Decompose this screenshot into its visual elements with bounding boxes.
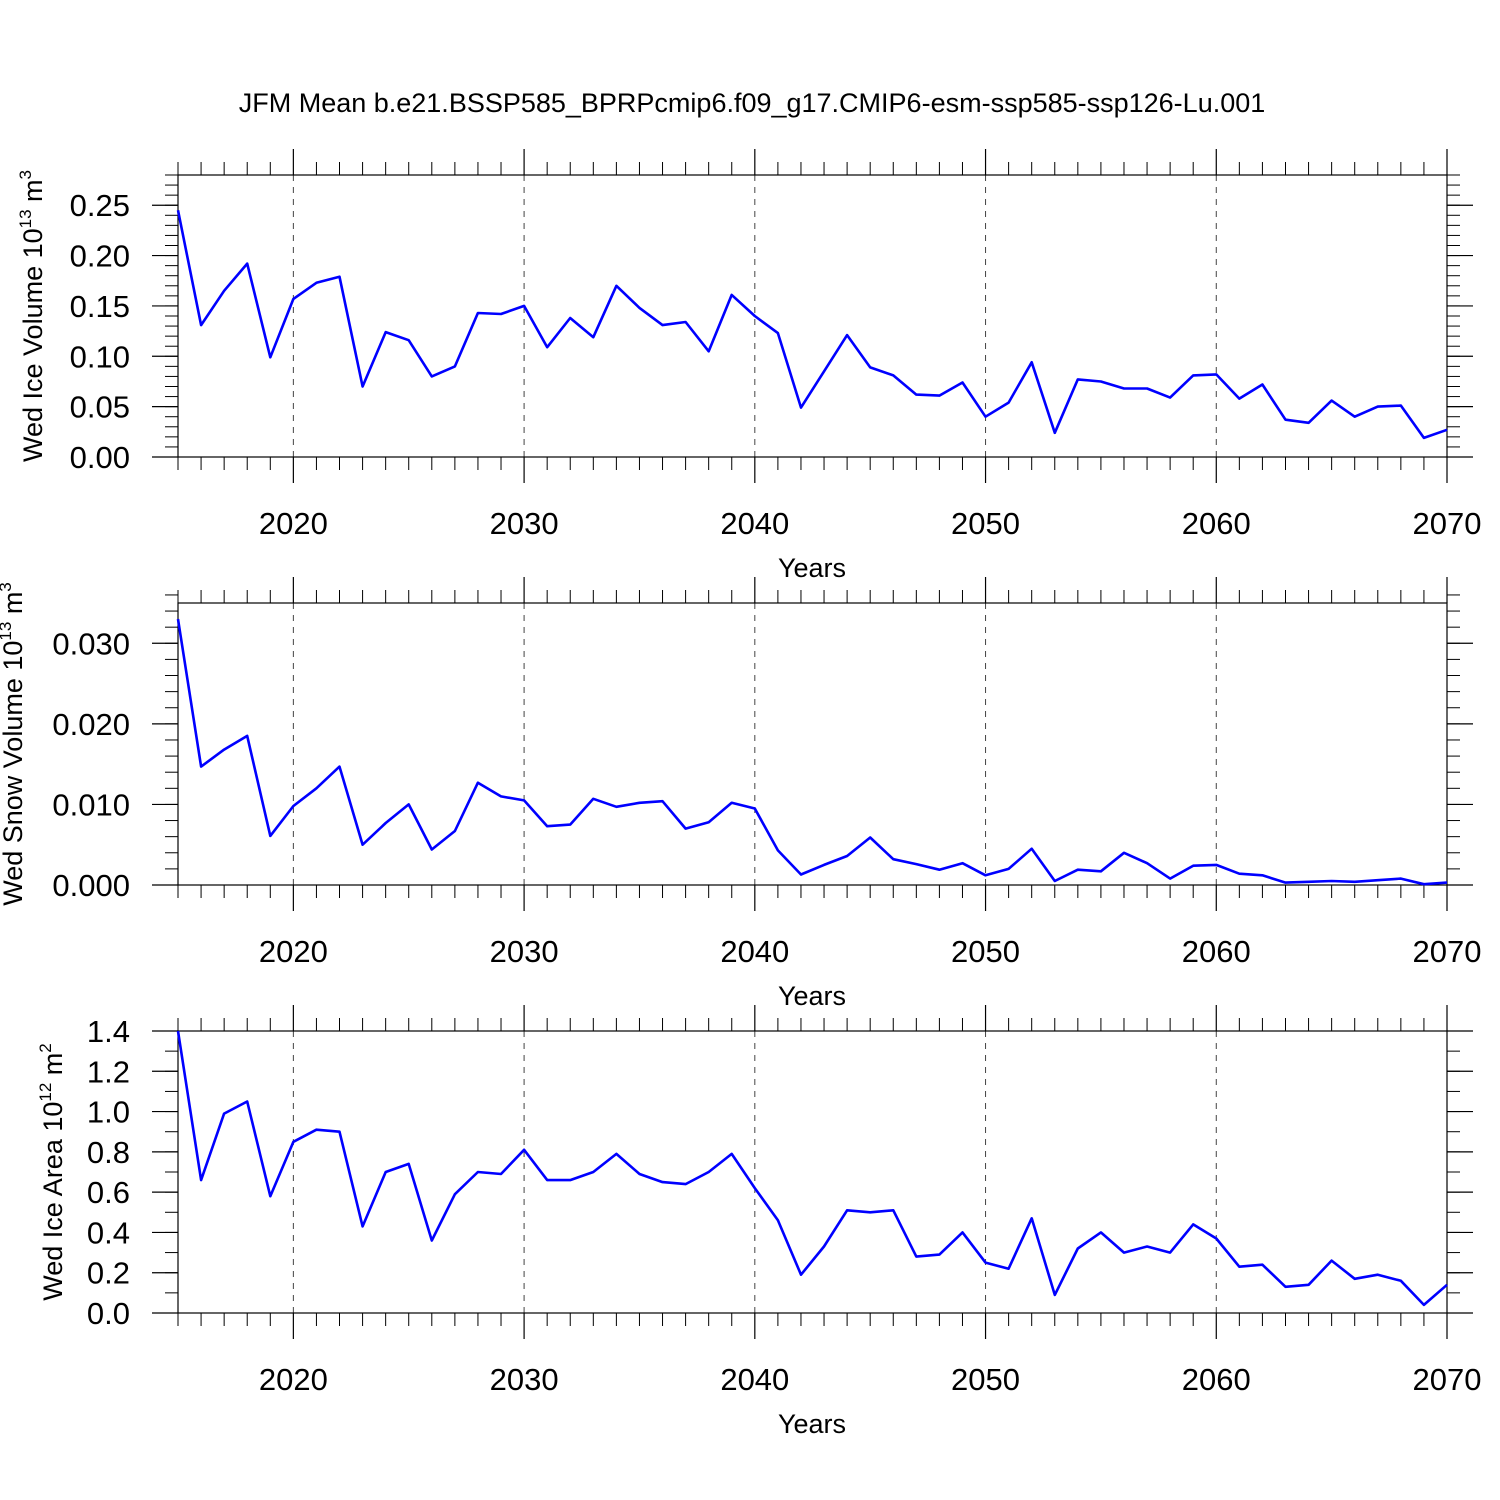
- snow-volume-y-label-exponent: 13: [0, 622, 15, 641]
- ice-volume-x-tick-label-2030: 2030: [490, 506, 559, 541]
- ice-area-y-label-exponent: 12: [36, 1083, 55, 1102]
- ice-area-x-tick-label-2070: 2070: [1413, 1362, 1482, 1397]
- ice-area-y-label-main: Wed Ice Area 10: [38, 1102, 68, 1301]
- ice-area-x-tick-label-2030: 2030: [490, 1362, 559, 1397]
- ice-volume-y-label-exponent: 13: [16, 209, 35, 228]
- ice-volume-y-axis-label: Wed Ice Volume 1013 m3: [16, 170, 48, 462]
- ice-area-y-tick-label-1.0: 1.0: [87, 1095, 130, 1130]
- snow-volume-x-axis-label: Years: [778, 981, 846, 1011]
- panel-snow-volume: 0.000 0.010 0.020 0.030 2020 2030 2040 2050 2060…: [0, 577, 1481, 1011]
- snow-volume-chart-layer: 0.000 0.010 0.020 0.030 2020 2030 2040 2050 2060…: [52, 577, 1481, 969]
- snow-volume-x-tick-label-2050: 2050: [951, 934, 1020, 969]
- panel-ice-volume: 0.00 0.05 0.10 0.15 0.20 0.25 2020 2030 2040 2050…: [16, 149, 1481, 583]
- snow-volume-y-tick-label-0.010: 0.010: [52, 787, 130, 822]
- ice-volume-y-tick-label-0.25: 0.25: [70, 188, 130, 223]
- ice-volume-y-label-unit: m: [18, 179, 48, 209]
- ice-area-y-tick-label-0.0: 0.0: [87, 1296, 130, 1331]
- ice-area-plot-frame: [177, 1030, 1448, 1314]
- ice-volume-y-tick-label-0.00: 0.00: [70, 440, 130, 475]
- ice-volume-x-tick-label-2040: 2040: [720, 506, 789, 541]
- ice-area-x-axis-label: Years: [778, 1409, 846, 1439]
- ice-volume-y-tick-label-0.15: 0.15: [70, 289, 130, 324]
- ice-volume-x-tick-label-2070: 2070: [1413, 506, 1482, 541]
- ice-area-y-tick-label-0.6: 0.6: [87, 1175, 130, 1210]
- snow-volume-y-tick-label-0.030: 0.030: [52, 626, 130, 661]
- ice-volume-x-axis-label: Years: [778, 553, 846, 583]
- snow-volume-y-axis-label: Wed Snow Volume 1013 m3: [0, 582, 28, 906]
- ice-area-x-tick-label-2020: 2020: [259, 1362, 328, 1397]
- snow-volume-y-label-unit: m: [0, 592, 28, 622]
- ice-volume-y-tick-label-0.10: 0.10: [70, 339, 130, 374]
- snow-volume-x-tick-label-2020: 2020: [259, 934, 328, 969]
- ice-area-y-axis-label: Wed Ice Area 1012 m2: [36, 1043, 68, 1301]
- snow-volume-x-tick-label-2070: 2070: [1413, 934, 1482, 969]
- figure-title: JFM Mean b.e21.BSSP585_BPRPcmip6.f09_g17…: [239, 88, 1266, 118]
- ice-area-y-tick-label-0.8: 0.8: [87, 1135, 130, 1170]
- ice-volume-y-tick-label-0.20: 0.20: [70, 239, 130, 274]
- ice-area-x-tick-label-2050: 2050: [951, 1362, 1020, 1397]
- panel-ice-area: 0.0 0.2 0.4 0.6 0.8 1.0 1.2 1.4 2020 2030 2040 2050…: [36, 1005, 1481, 1439]
- snow-volume-x-tick-label-2030: 2030: [490, 934, 559, 969]
- ice-area-y-tick-label-1.2: 1.2: [87, 1054, 130, 1089]
- ice-volume-x-tick-label-2020: 2020: [259, 506, 328, 541]
- ice-area-chart-layer: 0.0 0.2 0.4 0.6 0.8 1.0 1.2 1.4 2020 2030 2040 2050…: [87, 1005, 1482, 1397]
- snow-volume-x-tick-label-2040: 2040: [720, 934, 789, 969]
- snow-volume-y-label-unit-exponent: 3: [0, 582, 15, 591]
- snow-volume-plot-frame: [177, 602, 1448, 886]
- ice-volume-y-tick-label-0.05: 0.05: [70, 390, 130, 425]
- ice-volume-x-tick-label-2060: 2060: [1182, 506, 1251, 541]
- ice-area-series-line: [176, 1030, 1448, 1307]
- ice-volume-y-label-unit-exponent: 3: [16, 170, 35, 179]
- ice-area-y-tick-label-0.4: 0.4: [87, 1215, 130, 1250]
- ice-area-x-tick-label-2060: 2060: [1182, 1362, 1251, 1397]
- ice-volume-x-tick-label-2050: 2050: [951, 506, 1020, 541]
- snow-volume-series-line: [176, 618, 1448, 886]
- snow-volume-y-tick-label-0.000: 0.000: [52, 868, 130, 903]
- snow-volume-x-tick-label-2060: 2060: [1182, 934, 1251, 969]
- ice-area-y-label-unit: m: [38, 1053, 68, 1083]
- ice-area-y-tick-label-1.4: 1.4: [87, 1014, 130, 1049]
- ice-volume-series-line: [176, 210, 1448, 440]
- ice-volume-plot-frame: [177, 174, 1448, 458]
- ice-area-x-tick-label-2040: 2040: [720, 1362, 789, 1397]
- ice-volume-chart-layer: 0.00 0.05 0.10 0.15 0.20 0.25 2020 2030 2040 2050…: [70, 149, 1482, 541]
- snow-volume-y-tick-label-0.020: 0.020: [52, 707, 130, 742]
- snow-volume-y-label-main: Wed Snow Volume 10: [0, 641, 28, 906]
- ice-area-y-tick-label-0.2: 0.2: [87, 1256, 130, 1291]
- ice-area-y-label-unit-exponent: 2: [36, 1043, 55, 1052]
- ice-volume-y-label-main: Wed Ice Volume 10: [18, 228, 48, 462]
